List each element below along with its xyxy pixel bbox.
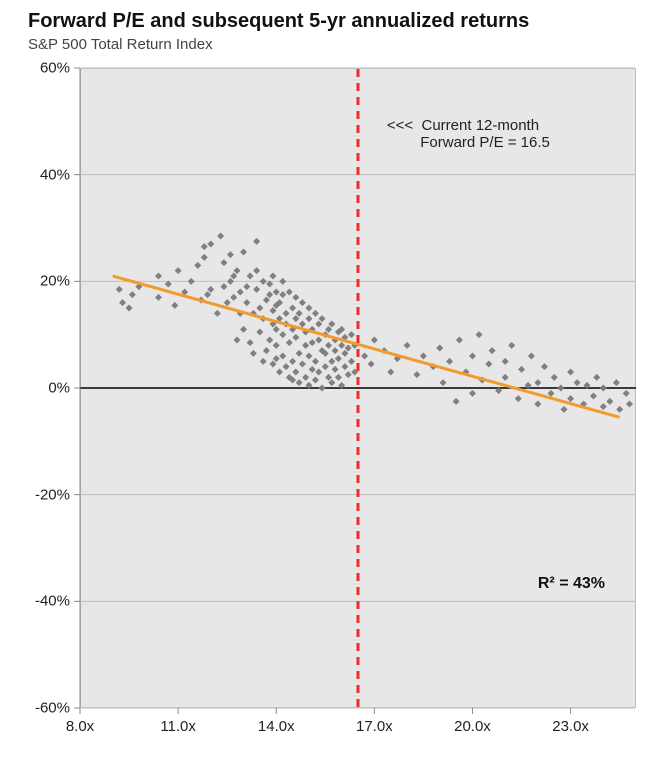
x-tick-label: 20.0x — [454, 718, 491, 735]
y-tick-label: 60% — [40, 60, 70, 77]
x-tick-label: 11.0x — [160, 718, 196, 735]
y-tick-label: 20% — [40, 273, 70, 290]
chart-container: Forward P/E and subsequent 5-yr annualiz… — [0, 0, 667, 758]
y-tick-label: -20% — [35, 486, 70, 503]
x-tick-label: 8.0x — [66, 718, 94, 735]
x-tick-label: 17.0x — [356, 718, 393, 735]
scatter-plot — [0, 0, 667, 758]
y-tick-label: -60% — [35, 700, 70, 717]
y-tick-label: -40% — [35, 593, 70, 610]
current-pe-annotation: <<< Current 12-month Forward P/E = 16.5 — [387, 117, 550, 151]
x-tick-label: 14.0x — [258, 718, 295, 735]
y-tick-label: 40% — [40, 166, 70, 183]
x-tick-label: 23.0x — [552, 718, 589, 735]
r-squared-label: R² = 43% — [538, 575, 605, 593]
y-tick-label: 0% — [48, 380, 70, 397]
